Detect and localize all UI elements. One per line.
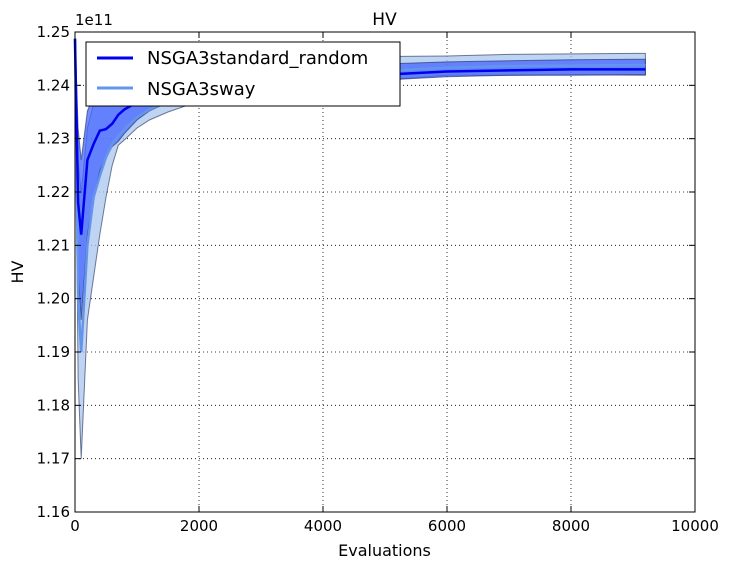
- y-tick-label: 1.20: [37, 290, 70, 308]
- legend-label-nsga3standard-random: NSGA3standard_random: [147, 48, 368, 69]
- axis-ticks: 0 2000 4000 6000 8000 10000 1.16 1.17 1.18 1.19 1.…: [37, 23, 719, 535]
- y-tick-label: 1.23: [37, 130, 70, 148]
- y-tick-label: 1.21: [37, 236, 70, 254]
- y-tick-label: 1.24: [37, 76, 70, 94]
- x-tick-label: 0: [70, 517, 80, 535]
- x-tick-label: 2000: [180, 517, 218, 535]
- x-tick-label: 10000: [671, 517, 719, 535]
- y-scale-note: 1e11: [75, 11, 113, 29]
- y-tick-label: 1.25: [37, 23, 70, 41]
- y-tick-label: 1.22: [37, 183, 70, 201]
- plot-frame: [74, 31, 696, 513]
- x-tick-label: 4000: [304, 517, 342, 535]
- legend-box: [85, 41, 401, 107]
- x-axis-label: Evaluations: [338, 541, 431, 560]
- legend: NSGA3standard_random NSGA3sway: [85, 41, 401, 107]
- chart-title: HV: [372, 10, 397, 30]
- x-tick-label: 8000: [552, 517, 590, 535]
- y-tick-label: 1.16: [37, 503, 70, 521]
- y-tick-label: 1.19: [37, 343, 70, 361]
- legend-label-nsga3sway: NSGA3sway: [147, 79, 256, 100]
- y-axis-label: HV: [8, 260, 27, 283]
- x-tick-label: 6000: [428, 517, 466, 535]
- y-tick-label: 1.17: [37, 450, 70, 468]
- line-nsga3sway: [73, 38, 646, 353]
- y-tick-label: 1.18: [37, 396, 70, 414]
